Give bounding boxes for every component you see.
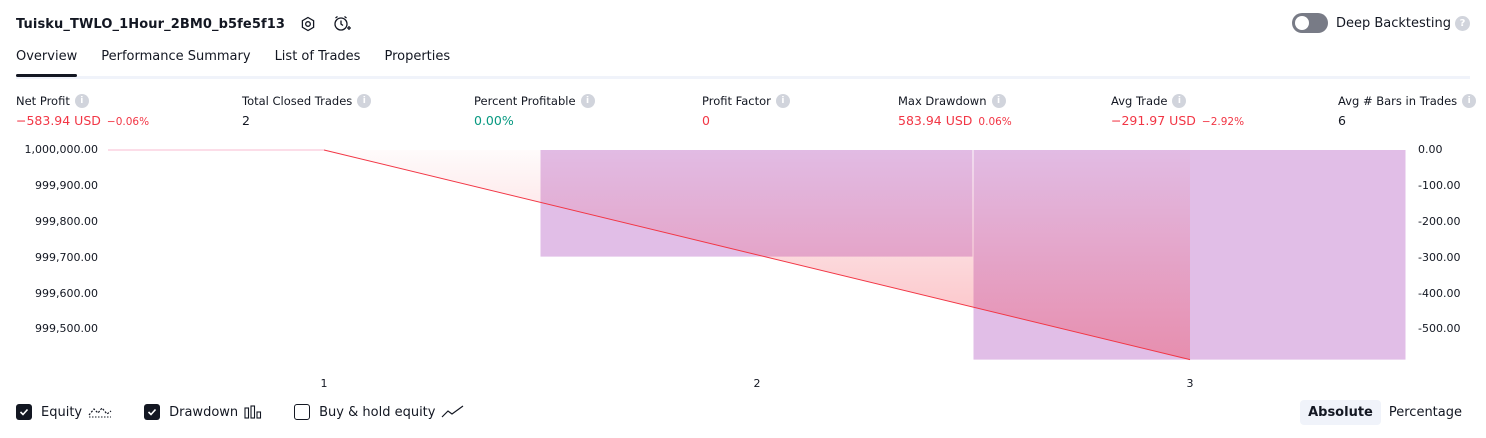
buy-hold-line-icon xyxy=(441,405,465,419)
metric-profit-factor: Profit Factor i 0 xyxy=(702,93,790,128)
metric-label: Max Drawdown xyxy=(898,94,987,108)
add-alert-icon[interactable] xyxy=(331,13,353,35)
metric-percent: −0.06% xyxy=(106,116,150,128)
metric-label: Profit Factor xyxy=(702,94,771,108)
x-tick-label: 3 xyxy=(1187,377,1194,390)
metric-percent: 0.06% xyxy=(978,116,1012,128)
left-y-tick-label: 999,600.00 xyxy=(35,286,98,300)
metric-value: 6 xyxy=(1338,113,1346,128)
right-y-tick-label: 0.00 xyxy=(1418,143,1443,156)
metric-value: 0.00% xyxy=(474,113,514,128)
info-icon[interactable]: i xyxy=(775,94,790,108)
info-icon[interactable]: i xyxy=(357,94,372,108)
metric-percent-profitable: Percent Profitable i 0.00% xyxy=(474,93,595,128)
metric-avg-bars: Avg # Bars in Trades i 6 xyxy=(1338,93,1477,128)
metric-label: Avg # Bars in Trades xyxy=(1338,94,1458,108)
deep-backtesting-label: Deep Backtesting xyxy=(1335,15,1451,31)
tab-overview[interactable]: Overview xyxy=(16,44,78,77)
metric-value: 2 xyxy=(242,113,250,128)
metric-value: −291.97 USD xyxy=(1111,113,1196,128)
equity-checkbox[interactable] xyxy=(16,404,32,420)
legend-equity[interactable]: Equity xyxy=(16,404,112,420)
equity-line xyxy=(323,149,1191,361)
left-y-tick-label: 999,900.00 xyxy=(35,178,98,192)
metric-avg-trade: Avg Trade i −291.97 USD −2.92% xyxy=(1111,93,1244,128)
strategy-title: Tuisku_TWLO_1Hour_2BM0_b5fe5f13 xyxy=(16,16,286,32)
right-y-tick-label: -300.00 xyxy=(1418,250,1461,264)
info-icon[interactable]: i xyxy=(1462,94,1477,108)
deep-backtesting: Deep Backtesting ? xyxy=(1291,13,1470,33)
equity-line-icon xyxy=(88,405,112,419)
tab-properties[interactable]: Properties xyxy=(384,49,451,64)
right-y-tick-label: -400.00 xyxy=(1418,286,1461,300)
metric-value: 0 xyxy=(702,113,710,128)
chart-legend: Equity Drawdown Buy & hold equity xyxy=(16,404,497,420)
legend-label: Equity xyxy=(41,404,83,420)
x-tick-label: 2 xyxy=(754,377,761,390)
metric-label: Avg Trade xyxy=(1111,94,1168,108)
legend-drawdown[interactable]: Drawdown xyxy=(144,404,262,420)
info-icon[interactable]: i xyxy=(580,94,595,108)
equity-loss-area xyxy=(324,150,1190,360)
right-y-tick-label: -200.00 xyxy=(1418,214,1461,228)
right-y-tick-label: -100.00 xyxy=(1418,178,1461,192)
drawdown-checkbox[interactable] xyxy=(144,404,161,420)
info-icon[interactable]: i xyxy=(74,94,89,108)
left-y-tick-label: 999,800.00 xyxy=(35,214,98,228)
metric-max-drawdown: Max Drawdown i 583.94 USD 0.06% xyxy=(898,93,1012,128)
right-y-tick-label: -500.00 xyxy=(1418,322,1461,336)
report-tabs: Overview Performance Summary List of Tra… xyxy=(16,44,1470,79)
left-y-tick-label: 999,700.00 xyxy=(35,250,98,264)
legend-label: Drawdown xyxy=(169,404,239,420)
metric-percent: −2.92% xyxy=(1201,116,1245,128)
metric-total-closed-trades: Total Closed Trades i 2 xyxy=(242,93,372,128)
metric-label: Net Profit xyxy=(16,94,70,108)
legend-label: Buy & hold equity xyxy=(319,404,436,420)
info-icon[interactable]: i xyxy=(1172,94,1187,108)
info-icon[interactable]: i xyxy=(991,94,1006,108)
scale-switch: Absolute Percentage xyxy=(1300,400,1470,425)
x-tick-label: 1 xyxy=(321,377,328,390)
tab-performance-summary[interactable]: Performance Summary xyxy=(101,49,251,64)
metric-value: −583.94 USD xyxy=(16,113,101,128)
settings-icon[interactable] xyxy=(297,13,319,35)
metric-net-profit: Net Profit i −583.94 USD −0.06% xyxy=(16,93,149,128)
drawdown-bars-icon xyxy=(244,405,262,419)
drawdown-bar xyxy=(973,150,1406,360)
legend-buy-hold[interactable]: Buy & hold equity xyxy=(294,404,465,420)
metric-value: 583.94 USD xyxy=(898,113,973,128)
left-y-tick-label: 1,000,000.00 xyxy=(24,143,98,156)
left-y-tick-label: 999,500.00 xyxy=(35,322,98,336)
metric-label: Total Closed Trades xyxy=(242,94,353,108)
help-icon[interactable]: ? xyxy=(1455,15,1470,31)
absolute-button[interactable]: Absolute xyxy=(1300,400,1381,425)
deep-backtesting-toggle[interactable] xyxy=(1291,13,1328,33)
percentage-button[interactable]: Percentage xyxy=(1388,405,1462,420)
drawdown-bar xyxy=(540,150,973,257)
strategy-header: Tuisku_TWLO_1Hour_2BM0_b5fe5f13 xyxy=(16,12,353,36)
tab-list-of-trades[interactable]: List of Trades xyxy=(274,49,361,64)
buy-hold-checkbox[interactable] xyxy=(294,404,311,420)
metric-label: Percent Profitable xyxy=(474,94,576,108)
